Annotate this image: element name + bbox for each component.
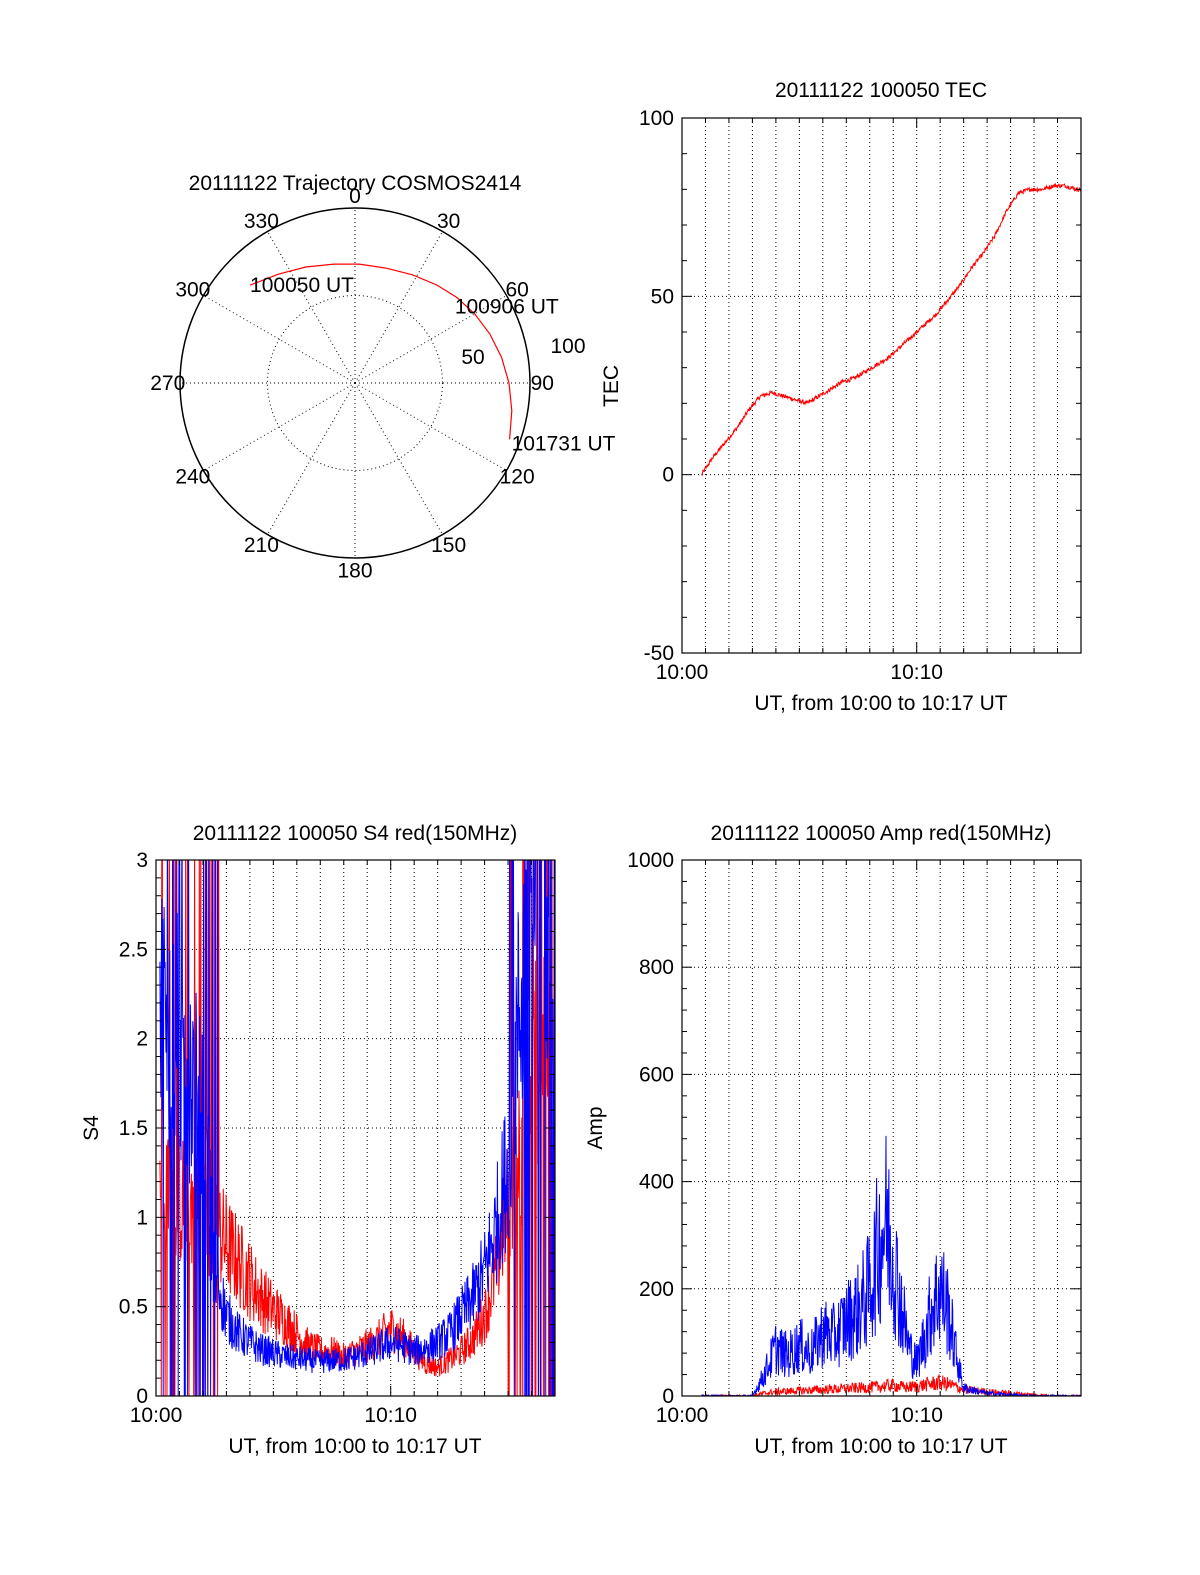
data-series-line	[701, 1135, 1081, 1396]
amp-chart-title: 20111122 100050 Amp red(150MHz)	[711, 822, 1052, 845]
trajectory-time-label: 100050 UT	[250, 274, 354, 297]
polar-angle-label: 180	[337, 559, 372, 582]
polar-spoke	[354, 231, 443, 384]
x-tick-label: 10:00	[130, 1404, 183, 1427]
trajectory-time-label: 101731 UT	[512, 432, 616, 455]
x-tick-label: 10:00	[656, 661, 709, 684]
polar-spoke	[267, 382, 356, 535]
data-series-line	[701, 182, 1081, 477]
data-series-line	[701, 1374, 1081, 1396]
data-series-line	[159, 860, 555, 1396]
plot-frame	[681, 117, 1082, 654]
series-group	[701, 182, 1081, 477]
polar-annotations: 100050 UT 100906 UT 101731 UT	[250, 274, 616, 455]
series-group	[701, 1135, 1081, 1396]
polar-angle-label: 150	[431, 534, 466, 557]
x-tick-label: 10:10	[364, 1404, 417, 1427]
y-tick-label: 400	[639, 1171, 674, 1194]
y-tick-label: 3	[136, 849, 148, 872]
polar-angle-label: 60	[505, 278, 528, 301]
s4-chart: 20111122 100050 S4 red(150MHz) UT, from …	[80, 822, 556, 1458]
y-tick-label: 0	[662, 1385, 674, 1408]
polar-radial-label: 50	[461, 346, 484, 369]
polar-radial-label: 100	[550, 335, 585, 358]
amp-plot-area: 0 200 400 600 800 1000 10:00 10:10	[627, 849, 1082, 1427]
y-tick-label: 1.5	[119, 1117, 148, 1140]
tec-chart: 20111122 100050 TEC UT, from 10:00 to 10…	[600, 79, 1082, 715]
polar-angle-label: 300	[175, 278, 210, 301]
polar-angle-label: 240	[175, 466, 210, 489]
polar-spoke	[354, 382, 443, 535]
y-tick-label: 1	[136, 1206, 148, 1229]
polar-angle-label: 120	[500, 466, 535, 489]
y-tick-label: 200	[639, 1278, 674, 1301]
trajectory-polar-chart: 20111122 Trajectory COSMOS2414 0 30 60 90 12…	[150, 172, 615, 582]
amp-x-axis-label: UT, from 10:00 to 10:17 UT	[754, 1435, 1007, 1458]
y-tick-label: 0.5	[119, 1296, 148, 1319]
y-tick-label: 1000	[627, 849, 674, 872]
x-tick-label: 10:10	[890, 661, 943, 684]
y-tick-label: -50	[644, 642, 674, 665]
trajectory-line	[249, 263, 513, 440]
polar-outer-circle	[179, 207, 531, 559]
tec-plot-area: -50 0 50 100 10:00 10:10	[639, 107, 1082, 684]
amp-chart: 20111122 100050 Amp red(150MHz) UT, from…	[584, 822, 1082, 1458]
polar-spoke	[354, 382, 507, 471]
polar-angle-label: 210	[244, 534, 279, 557]
s4-plot-area: 0 0.5 1 1.5 2 2.5 3 10:00 10:10	[119, 849, 556, 1427]
polar-angle-labels: 0 30 60 90 120 150 180 210 240 270 300 330 50 100	[150, 185, 585, 583]
s4-y-axis-label: S4	[80, 1115, 103, 1141]
x-tick-label: 10:00	[656, 1404, 709, 1427]
polar-angle-label: 330	[244, 210, 279, 233]
y-tick-label: 600	[639, 1063, 674, 1086]
s4-x-axis-label: UT, from 10:00 to 10:17 UT	[228, 1435, 481, 1458]
trajectory-time-label: 100906 UT	[455, 296, 559, 319]
plot-frame	[681, 859, 1082, 1397]
tec-y-axis-label: TEC	[600, 365, 623, 407]
amp-y-axis-label: Amp	[584, 1106, 607, 1149]
polar-angle-label: 0	[349, 185, 361, 208]
y-tick-label: 800	[639, 956, 674, 979]
series-group	[159, 860, 555, 1396]
y-tick-label: 0	[662, 464, 674, 487]
data-series-line	[159, 860, 555, 1396]
tec-chart-title: 20111122 100050 TEC	[775, 79, 987, 102]
y-tick-label: 2	[136, 1028, 148, 1051]
y-tick-label: 2.5	[119, 938, 148, 961]
tec-x-axis-label: UT, from 10:00 to 10:17 UT	[754, 692, 1007, 715]
polar-trajectory	[249, 263, 513, 440]
polar-angle-label: 270	[150, 372, 185, 395]
x-tick-label: 10:10	[890, 1404, 943, 1427]
s4-chart-title: 20111122 100050 S4 red(150MHz)	[193, 822, 518, 845]
y-tick-label: 0	[136, 1385, 148, 1408]
polar-angle-label: 90	[531, 372, 554, 395]
polar-inner-circle	[267, 295, 443, 471]
y-tick-label: 100	[639, 107, 674, 130]
y-tick-label: 50	[651, 285, 674, 308]
polar-spoke	[267, 231, 356, 384]
polar-angle-label: 30	[437, 210, 460, 233]
polar-grid	[179, 207, 531, 559]
polar-chart-title: 20111122 Trajectory COSMOS2414	[189, 172, 522, 195]
